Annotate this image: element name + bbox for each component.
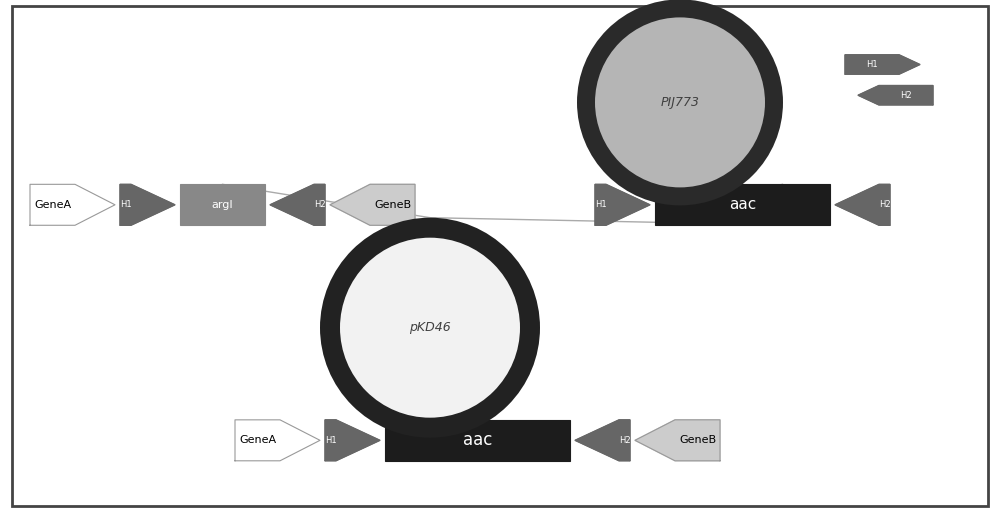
Polygon shape [30,184,115,225]
Text: H1: H1 [325,436,336,445]
Bar [655,184,830,225]
Text: GeneB: GeneB [679,435,716,445]
Polygon shape [595,184,650,225]
Polygon shape [835,184,890,225]
Text: H2: H2 [900,91,912,100]
Text: H1: H1 [595,200,606,209]
Text: H2: H2 [619,436,630,445]
Bar [385,420,570,461]
Polygon shape [845,55,920,74]
Polygon shape [235,420,320,461]
Text: GeneA: GeneA [34,200,71,210]
Text: GeneB: GeneB [374,200,411,210]
Text: GeneA: GeneA [239,435,276,445]
Text: aac: aac [463,431,492,450]
Polygon shape [270,184,325,225]
Text: argI: argI [212,200,233,210]
Text: pKD46: pKD46 [409,321,451,334]
Polygon shape [858,86,933,105]
Text: H2: H2 [879,200,890,209]
Polygon shape [120,184,175,225]
Bar [180,184,265,225]
Polygon shape [330,184,415,225]
Polygon shape [325,420,380,461]
Ellipse shape [595,17,765,187]
Text: aac: aac [729,197,756,212]
Text: H2: H2 [314,200,325,209]
Polygon shape [635,420,720,461]
Ellipse shape [320,218,540,438]
Text: PIJ773: PIJ773 [660,96,700,109]
Ellipse shape [340,238,520,418]
Text: H1: H1 [120,200,131,209]
Polygon shape [575,420,630,461]
Text: H1: H1 [866,60,878,69]
Ellipse shape [577,0,783,205]
